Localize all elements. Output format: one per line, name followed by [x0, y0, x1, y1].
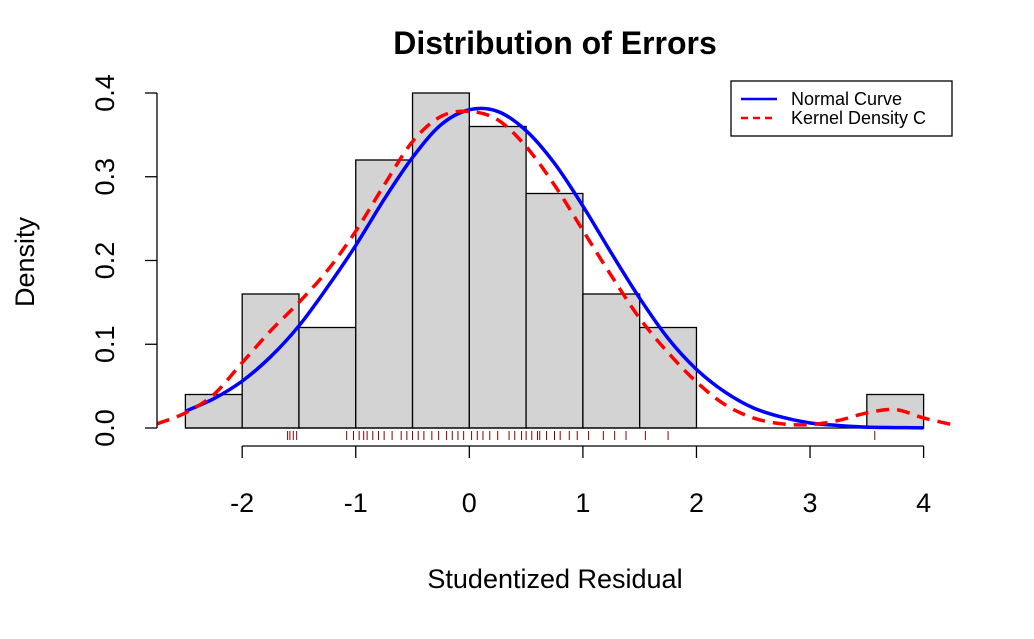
- histogram-bar-12: [866, 393, 925, 429]
- histogram-bar-5: [468, 125, 527, 429]
- y-tick-label: 0.3: [90, 158, 120, 196]
- x-axis: -2 -1 0 1 2 3 4: [230, 445, 931, 518]
- legend-label: Normal Curve: [791, 89, 902, 109]
- histogram-bar-2: [298, 326, 357, 429]
- chart-title: Distribution of Errors: [393, 25, 717, 61]
- histogram-bar-6: [525, 192, 584, 429]
- histogram-bar-8: [639, 326, 698, 429]
- histogram-bars: [184, 92, 925, 429]
- x-tick-label: -1: [344, 488, 368, 518]
- y-tick-label: 0.1: [90, 325, 120, 363]
- y-tick-label: 0.4: [90, 74, 120, 112]
- legend-label: Kernel Density C: [791, 108, 926, 128]
- normal-curve-line: [184, 106, 924, 430]
- y-tick-label: 0.2: [90, 242, 120, 280]
- histogram-bar-3: [355, 159, 414, 429]
- x-tick-label: 2: [689, 488, 704, 518]
- y-axis: 0.0 0.1 0.2 0.3 0.4: [90, 74, 158, 447]
- x-tick-label: 4: [916, 488, 931, 518]
- x-tick-label: 1: [575, 488, 590, 518]
- kernel-density-line: [156, 109, 953, 427]
- histogram-bar-7: [582, 293, 641, 429]
- legend-box: [730, 80, 953, 137]
- rug-marks: [287, 431, 876, 440]
- x-tick-label: 0: [462, 488, 477, 518]
- histogram-bar-4: [411, 92, 470, 429]
- y-tick-label: 0.0: [90, 409, 120, 447]
- histogram-bar-1: [241, 293, 300, 429]
- y-axis-label: Density: [10, 216, 40, 307]
- x-tick-label: -2: [230, 488, 254, 518]
- x-tick-label: 3: [803, 488, 818, 518]
- density-curves: [156, 106, 953, 430]
- x-axis-label: Studentized Residual: [427, 564, 682, 594]
